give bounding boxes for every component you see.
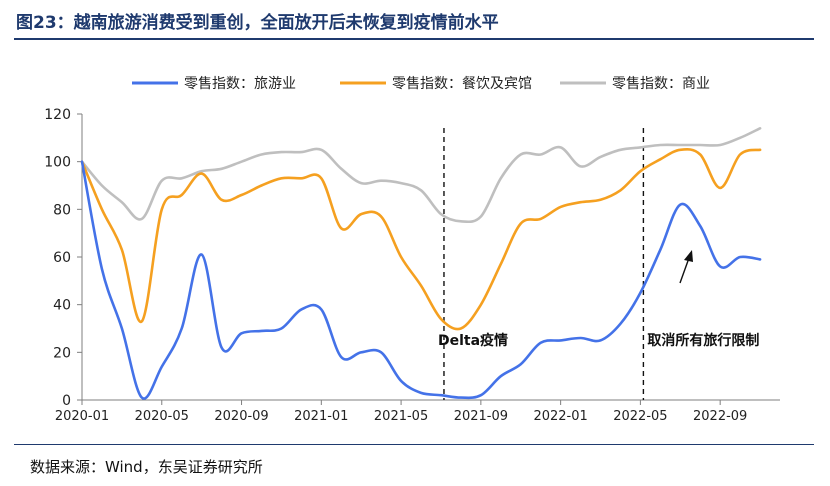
legend: 零售指数：旅游业 零售指数：餐饮及宾馆 零售指数：商业: [132, 76, 710, 92]
annotation-reopen: 取消所有旅行限制: [647, 332, 759, 349]
x-tick-label: 2022-01: [533, 409, 587, 424]
arrow-head: [684, 250, 693, 262]
y-tick-label: 20: [53, 345, 71, 361]
title-divider: [14, 38, 814, 40]
source-note: 数据来源：Wind，东吴证券研究所: [30, 458, 263, 476]
y-tick-label: 0: [62, 393, 71, 409]
legend-label: 零售指数：餐饮及宾馆: [392, 76, 532, 92]
event-lines: [443, 128, 645, 400]
series-line-tourism: [80, 160, 762, 400]
series-line-catering: [80, 147, 762, 331]
x-tick-label: 2022-09: [693, 409, 747, 424]
y-tick-label: 100: [44, 155, 71, 171]
x-tick-label: 2021-01: [294, 409, 348, 424]
series-line-commerce: [80, 127, 762, 224]
x-tick-label: 2021-05: [374, 409, 428, 424]
legend-label: 零售指数：商业: [612, 76, 710, 92]
x-tick-label: 2021-09: [454, 409, 508, 424]
y-tick-label: 60: [53, 250, 71, 266]
annotations: Delta疫情 取消所有旅行限制: [438, 250, 759, 349]
legend-label: 零售指数：旅游业: [184, 76, 296, 92]
x-tick-label: 2022-05: [613, 409, 667, 424]
x-tick-label: 2020-01: [55, 409, 109, 424]
y-tick-label: 40: [53, 298, 71, 314]
line-chart: 零售指数：旅游业 零售指数：餐饮及宾馆 零售指数：商业 0 20 40 60 80 100 12…: [44, 76, 780, 424]
source-divider: [14, 444, 814, 445]
y-tick-label: 120: [44, 107, 71, 123]
annotation-delta: Delta疫情: [438, 332, 508, 349]
figure-title: 图23：越南旅游消费受到重创，全面放开后未恢复到疫情前水平: [16, 13, 499, 33]
y-tick-label: 80: [53, 202, 71, 218]
x-tick-label: 2020-09: [214, 409, 268, 424]
series-group: [80, 127, 762, 400]
x-tick-label: 2020-05: [135, 409, 189, 424]
arrow-shaft: [679, 257, 690, 284]
